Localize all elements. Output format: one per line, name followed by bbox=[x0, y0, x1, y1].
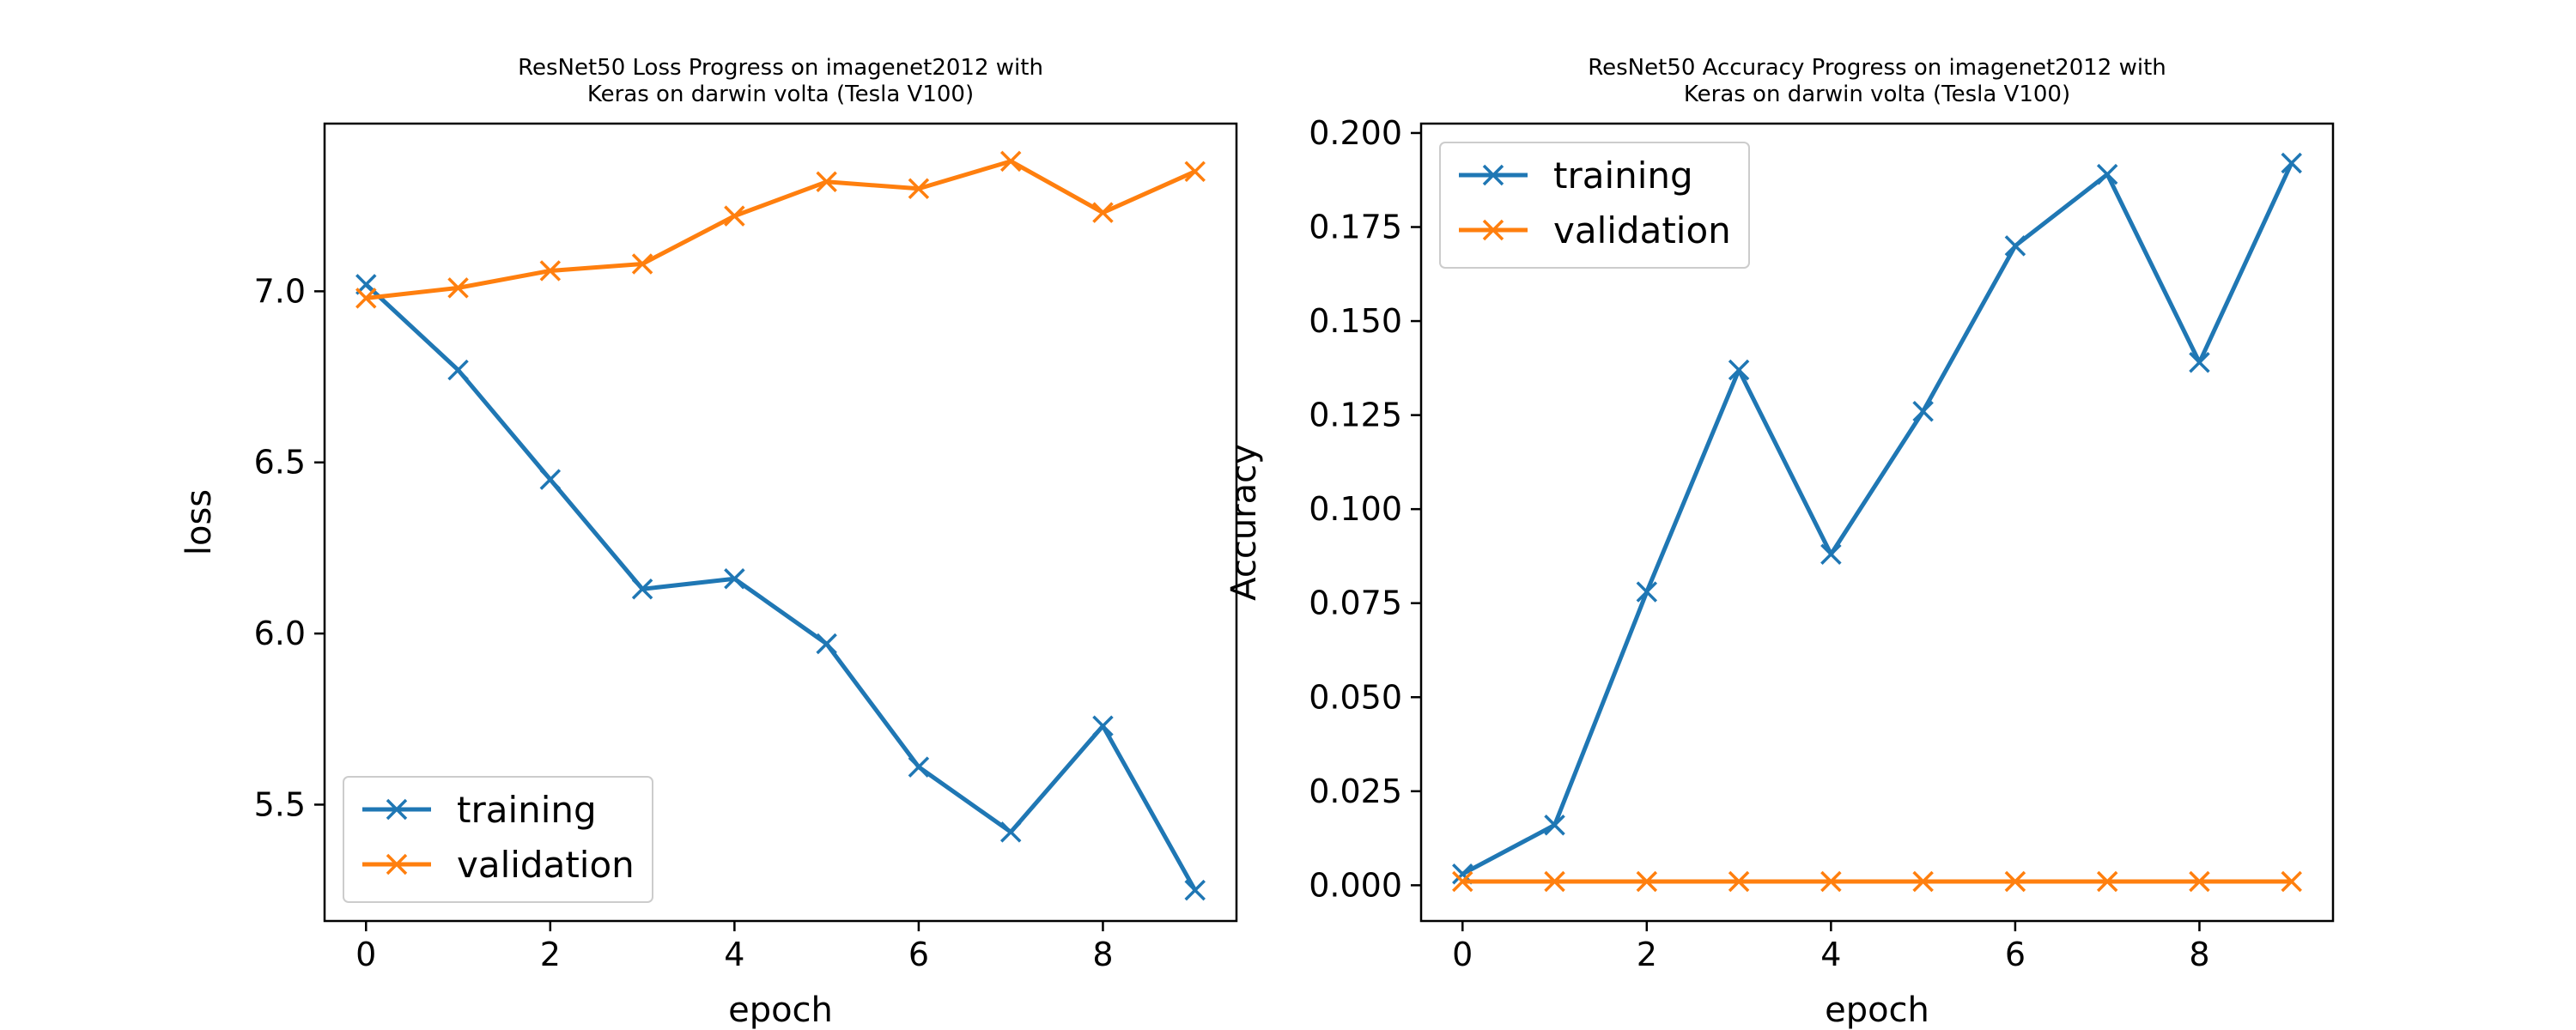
legend: training validation bbox=[343, 776, 653, 903]
series-line-validation bbox=[365, 159, 1196, 300]
data-point-validation bbox=[2004, 870, 2026, 893]
data-point-training bbox=[2189, 352, 2210, 373]
data-point-validation bbox=[1184, 161, 1206, 183]
data-point-training bbox=[2096, 163, 2118, 185]
data-point-training bbox=[908, 756, 930, 778]
data-point-validation bbox=[355, 288, 377, 309]
data-point-validation bbox=[2096, 870, 2118, 893]
y-tick-label: 0.125 bbox=[1309, 397, 1402, 434]
x-axis-label: epoch bbox=[728, 991, 833, 1030]
series-line-training bbox=[364, 282, 1197, 892]
data-point-validation bbox=[1728, 870, 1750, 893]
data-point-validation bbox=[1544, 870, 1565, 893]
y-tick-label: 0.175 bbox=[1309, 209, 1402, 246]
legend-marker-training bbox=[386, 798, 408, 821]
data-point-training bbox=[1820, 543, 1842, 565]
data-point-validation bbox=[1636, 870, 1658, 893]
data-point-validation bbox=[1912, 870, 1934, 893]
data-point-training bbox=[999, 821, 1022, 843]
data-point-validation bbox=[908, 178, 930, 199]
y-tick-label: 0.025 bbox=[1309, 772, 1402, 810]
y-tick-label: 6.0 bbox=[254, 615, 306, 652]
data-point-training bbox=[631, 579, 653, 600]
y-tick-label: 7.0 bbox=[254, 272, 306, 310]
chart-panel-0: ResNet50 Loss Progress on imagenet2012 w… bbox=[179, 55, 1238, 1030]
chart-title: ResNet50 Loss Progress on imagenet2012 w… bbox=[518, 55, 1043, 81]
chart-panel-1: ResNet50 Accuracy Progress on imagenet20… bbox=[1224, 55, 2335, 1030]
legend-marker-validation bbox=[1482, 219, 1504, 241]
data-point-training bbox=[1912, 400, 1934, 422]
series-line-training bbox=[1461, 161, 2293, 876]
data-point-training bbox=[1728, 359, 1750, 381]
data-point-validation bbox=[724, 205, 745, 227]
data-point-validation bbox=[2189, 870, 2210, 893]
chart-title-line2: Keras on darwin volta (Tesla V100) bbox=[587, 82, 974, 107]
chart-title: ResNet50 Accuracy Progress on imagenet20… bbox=[1588, 55, 2166, 81]
data-point-validation bbox=[447, 277, 469, 299]
y-tick-label: 6.5 bbox=[254, 444, 306, 482]
y-tick-label: 0.075 bbox=[1309, 585, 1402, 622]
x-tick-label: 4 bbox=[724, 936, 744, 973]
data-point-training bbox=[447, 359, 469, 381]
data-point-validation bbox=[1820, 870, 1842, 893]
y-tick-label: 5.5 bbox=[254, 785, 306, 823]
legend-label-validation: validation bbox=[457, 844, 635, 886]
legend-label-training: training bbox=[457, 789, 597, 831]
legend-label-validation: validation bbox=[1553, 209, 1731, 251]
data-point-training bbox=[724, 568, 745, 590]
legend-marker-training bbox=[1482, 164, 1504, 186]
legend: training validation bbox=[1439, 142, 1750, 269]
data-point-training bbox=[1544, 815, 1565, 836]
x-tick-label: 6 bbox=[908, 936, 929, 973]
x-tick-label: 0 bbox=[1452, 936, 1473, 973]
data-point-validation bbox=[631, 253, 653, 275]
data-point-training bbox=[1184, 879, 1206, 901]
data-point-training bbox=[2004, 235, 2026, 257]
data-point-training bbox=[816, 633, 837, 655]
x-tick-label: 8 bbox=[1092, 936, 1113, 973]
legend-marker-validation bbox=[386, 853, 408, 876]
x-tick-label: 0 bbox=[355, 936, 376, 973]
y-tick-label: 0.200 bbox=[1309, 114, 1402, 152]
data-point-validation bbox=[1092, 202, 1114, 223]
x-tick-label: 4 bbox=[1820, 936, 1841, 973]
y-axis-label: loss bbox=[179, 489, 219, 555]
y-tick-label: 0.050 bbox=[1309, 678, 1402, 716]
legend-label-training: training bbox=[1553, 154, 1693, 197]
data-point-training bbox=[1636, 581, 1658, 603]
x-tick-label: 2 bbox=[540, 936, 561, 973]
y-axis-label: Accuracy bbox=[1224, 444, 1264, 601]
data-point-training bbox=[539, 469, 562, 490]
data-point-validation bbox=[2281, 870, 2302, 893]
plot-area-frame bbox=[1419, 122, 2335, 923]
data-point-validation bbox=[999, 150, 1022, 173]
y-tick-label: 0.150 bbox=[1309, 302, 1402, 340]
x-axis-label: epoch bbox=[1825, 991, 1929, 1030]
x-tick-label: 6 bbox=[2005, 936, 2026, 973]
y-tick-label: 0.100 bbox=[1309, 490, 1402, 528]
plot-area-frame bbox=[323, 122, 1238, 923]
x-tick-label: 8 bbox=[2189, 936, 2209, 973]
y-tick-label: 0.000 bbox=[1309, 866, 1402, 904]
x-tick-label: 2 bbox=[1637, 936, 1657, 973]
data-point-validation bbox=[539, 260, 562, 282]
data-point-validation bbox=[816, 171, 837, 193]
data-point-training bbox=[2281, 152, 2302, 174]
chart-title-line2: Keras on darwin volta (Tesla V100) bbox=[1684, 82, 2070, 107]
data-point-training bbox=[1092, 715, 1114, 736]
data-point-validation bbox=[1452, 870, 1473, 893]
